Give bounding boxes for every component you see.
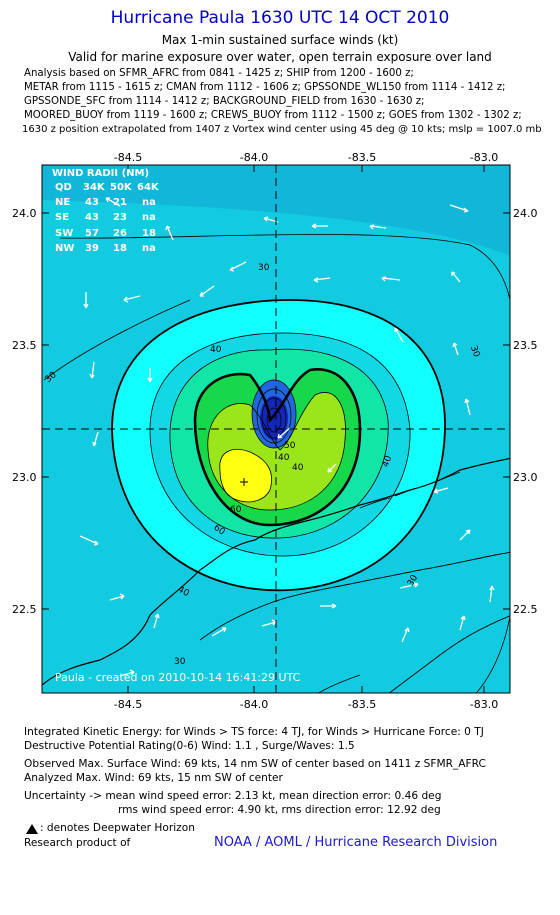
plot-subtitle: Max 1-min sustained surface winds (kt): [161, 33, 399, 47]
center-crosshair: [42, 165, 510, 693]
uncertainty-line-1: Uncertainty -> mean wind speed error: 2.…: [24, 790, 442, 802]
lat-tick-label: 22.5: [12, 603, 37, 616]
wind-radii-cell: 39: [85, 243, 99, 254]
contour-label: 60: [230, 505, 242, 515]
contour-label: 30: [258, 263, 270, 273]
wind-radii-cell: 57: [85, 228, 99, 239]
wind-radii-cell: 18: [113, 243, 127, 254]
lon-tick-label: -83.5: [348, 151, 376, 164]
lon-tick-label: -84.0: [240, 151, 268, 164]
lon-labels-bottom: -84.5 -84.0 -83.5 -83.0: [114, 698, 498, 711]
analysis-line-4: MOORED_BUOY from 1119 - 1600 z; CREWS_BU…: [24, 110, 522, 121]
validity-note: Valid for marine exposure over water, op…: [68, 50, 492, 64]
wind-radii-title: WIND RADII (NM): [52, 168, 149, 179]
research-org-link[interactable]: NOAA / AOML / Hurricane Research Divisio…: [214, 835, 498, 850]
wind-radii-cell: NE: [55, 197, 70, 208]
lat-labels-right: 24.0 23.5 23.0 22.5: [513, 207, 538, 616]
lon-tick-label: -84.5: [114, 698, 142, 710]
deepwater-horizon-icon: [26, 824, 38, 834]
ike-line: Integrated Kinetic Energy: for Winds > T…: [24, 726, 484, 738]
wind-radii-cell: 43: [85, 197, 99, 208]
coastline: [42, 457, 510, 693]
lon-labels-top: -84.5 -84.0 -83.5 -83.0: [114, 151, 498, 164]
lat-tick-label: 23.5: [513, 339, 538, 352]
max-wind-marker: [240, 478, 248, 486]
plot-title: Hurricane Paula 1630 UTC 14 OCT 2010: [110, 8, 450, 28]
wind-radii-header: 50K: [110, 182, 133, 193]
lat-tick-label: 23.5: [12, 339, 37, 352]
wind-vectors: [79, 197, 495, 677]
uncertainty-line-2: rms wind speed error: 4.90 kt, rms direc…: [118, 804, 441, 816]
wind-radii-cell: 21: [113, 197, 127, 208]
lon-tick-label: -83.0: [470, 151, 498, 164]
contour-label: 40: [210, 345, 222, 355]
wind-radii-cell: 23: [113, 212, 127, 223]
creation-label: Paula - created on 2010-10-14 16:41:29 U…: [55, 671, 301, 684]
wind-radii-cell: NW: [55, 243, 74, 254]
observed-max-wind-line: Observed Max. Surface Wind: 69 kts, 14 n…: [24, 758, 486, 770]
research-product-label: Research product of: [24, 837, 131, 849]
analysis-line-1: Analysis based on SFMR_AFRC from 0841 - …: [24, 68, 414, 79]
deepwater-note: : denotes Deepwater Horizon: [40, 822, 195, 834]
lat-tick-label: 22.5: [513, 603, 538, 616]
analysis-line-2: METAR from 1115 - 1615 z; CMAN from 1112…: [24, 82, 506, 93]
analyzed-max-wind-line: Analyzed Max. Wind: 69 kts, 15 nm SW of …: [24, 772, 283, 784]
wind-radii-header: 64K: [137, 182, 160, 193]
lat-tick-label: 24.0: [12, 207, 37, 220]
wind-radii-cell: SE: [55, 212, 69, 223]
lon-tick-label: -84.5: [114, 151, 142, 164]
lat-tick-label: 23.0: [513, 471, 538, 484]
analysis-line-3: GPSSONDE_SFC from 1114 - 1412 z; BACKGRO…: [24, 96, 425, 107]
contour-label: 40: [278, 453, 290, 463]
lon-tick-label: -83.0: [470, 698, 498, 710]
wind-field-shading: [42, 165, 510, 693]
contour-label: 40: [381, 454, 394, 468]
wind-radii-cell: na: [142, 243, 156, 254]
contour-label: 50: [284, 441, 296, 451]
wind-radii-cell: na: [142, 197, 156, 208]
wind-radii-cell: na: [142, 212, 156, 223]
wind-radii-table: WIND RADII (NM) QD 34K 50K 64K NE 43 21 …: [52, 168, 160, 254]
axis-ticks: [42, 165, 510, 693]
lat-tick-label: 24.0: [513, 207, 538, 220]
destructive-rating-line: Destructive Potential Rating(0-6) Wind: …: [24, 740, 355, 752]
wind-radii-header: 34K: [83, 182, 106, 193]
contour-label: 30: [174, 657, 186, 667]
wind-radii-header: QD: [55, 182, 72, 193]
analysis-line-5: 1630 z position extrapolated from 1407 z…: [22, 124, 542, 135]
lat-labels-left: 24.0 23.5 23.0 22.5: [12, 207, 37, 616]
lon-tick-label: -83.5: [348, 698, 376, 710]
contour-label: 40: [292, 463, 304, 473]
contour-label: 30: [468, 345, 481, 359]
plot-frame: [41, 164, 511, 694]
wind-radii-cell: 43: [85, 212, 99, 223]
wind-contours: [43, 234, 510, 693]
wind-radii-cell: 26: [113, 228, 127, 239]
lat-tick-label: 23.0: [12, 471, 37, 484]
wind-analysis-map: 30 30 30 30 40 40 40 40 50 60 60 30 40 -…: [0, 140, 560, 711]
wind-radii-cell: SW: [55, 228, 73, 239]
wind-radii-cell: 18: [142, 228, 156, 239]
lon-tick-label: -84.0: [240, 698, 268, 710]
